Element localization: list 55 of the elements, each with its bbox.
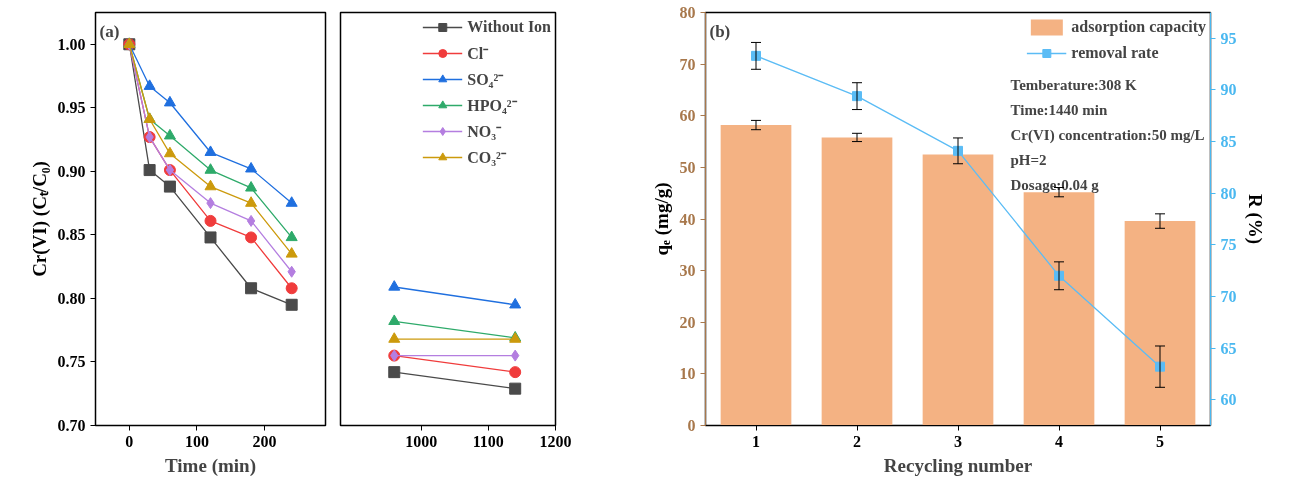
legend-label: Cl⁻: [467, 44, 489, 64]
y2-tick-label: 65: [1220, 339, 1237, 357]
annotation: Cr(VI) concentration:50 mg/L: [1010, 126, 1205, 144]
y-tick-label: 0.80: [57, 289, 86, 307]
y-tick-label: 10: [679, 365, 696, 383]
y2-tick-label: 90: [1220, 81, 1237, 99]
x-tick-label: 1100: [472, 432, 504, 450]
y2-tick-label: 70: [1220, 287, 1237, 305]
y-tick-label: 0.95: [57, 99, 86, 117]
y-tick-label: 0: [687, 417, 696, 434]
y-tick-label: 0.75: [57, 353, 86, 371]
y2-tick-label: 95: [1220, 29, 1237, 47]
x-tick-label: 1200: [539, 432, 572, 450]
legend-label: removal rate: [1071, 43, 1159, 63]
y-axis-title: qₑ (mg/g): [650, 182, 673, 256]
y-tick-label: 0.85: [57, 226, 86, 244]
y-tick-label: 30: [679, 262, 696, 280]
y2-tick-label: 80: [1220, 184, 1237, 202]
y-tick-label: 0.70: [57, 417, 86, 434]
annotation: Temberature:308 K: [1010, 76, 1138, 93]
x-tick-label: 100: [184, 432, 209, 450]
y-tick-label: 40: [679, 210, 696, 228]
annotation: (b): [709, 21, 731, 41]
y2-axis-title: R (%): [1243, 193, 1266, 245]
annotation: Time:1440 min: [1010, 101, 1108, 118]
y-tick-label: 80: [679, 4, 696, 21]
legend-label: Without Ion: [467, 17, 551, 37]
x-tick-label: 5: [1156, 432, 1164, 450]
annotation: Dosage:0.04 g: [1010, 176, 1100, 193]
x-tick-label: 3: [954, 432, 962, 450]
legend-label: HPO₄²⁻: [467, 96, 517, 116]
legend-label: adsorption capacity: [1071, 17, 1206, 38]
annotation: (a): [99, 21, 120, 41]
y-tick-label: 1.00: [57, 35, 86, 53]
y2-tick-label: 75: [1220, 236, 1237, 254]
x-axis-title: Time (min): [165, 454, 256, 477]
y-tick-label: 0.90: [57, 162, 86, 180]
legend-label: NO₃⁻: [467, 122, 502, 142]
y2-tick-label: 85: [1220, 133, 1237, 151]
annotation: pH=2: [1010, 151, 1047, 168]
legend-label: CO₃²⁻: [467, 148, 506, 168]
x-tick-label: 200: [252, 432, 277, 450]
x-axis-title: Recycling number: [883, 454, 1033, 476]
x-tick-label: 0: [125, 432, 134, 450]
y-axis-title: Cr(VI) (Cₜ/C₀): [28, 161, 51, 277]
y-tick-label: 20: [679, 313, 696, 331]
y-tick-label: 50: [679, 158, 696, 176]
x-tick-label: 1: [752, 432, 760, 450]
x-tick-label: 1000: [405, 432, 438, 450]
y-tick-label: 60: [679, 107, 696, 125]
y-tick-label: 70: [679, 55, 696, 73]
x-tick-label: 4: [1055, 432, 1063, 450]
y2-tick-label: 60: [1220, 391, 1237, 409]
x-tick-label: 2: [853, 432, 861, 450]
legend-label: SO₄²⁻: [467, 70, 504, 90]
